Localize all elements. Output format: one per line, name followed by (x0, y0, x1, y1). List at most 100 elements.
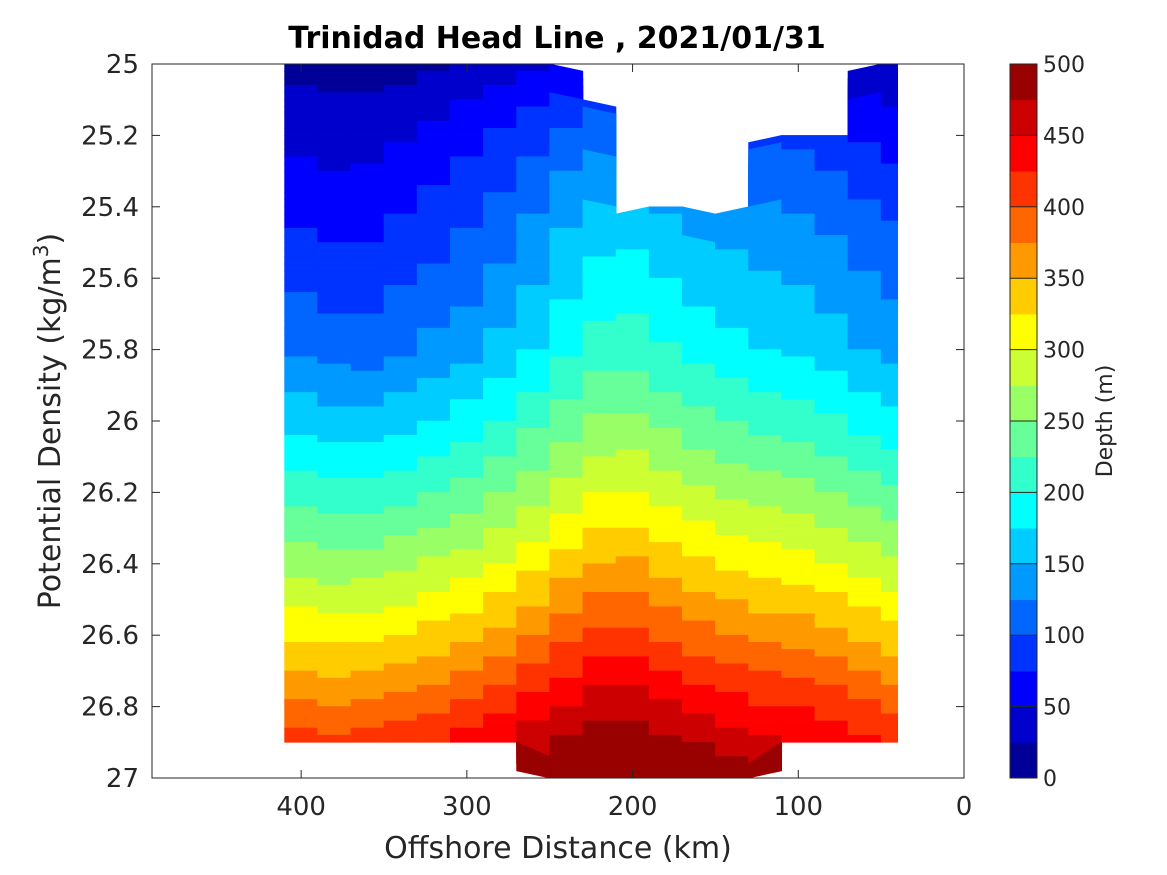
contour-cell (814, 584, 849, 593)
contour-cell (748, 335, 783, 343)
contour-cell (483, 113, 517, 122)
contour-cell (549, 770, 584, 778)
contour-cell (350, 92, 385, 100)
contour-cell (648, 770, 683, 778)
contour-cell (748, 406, 783, 415)
contour-cell (880, 349, 899, 358)
contour-cell (284, 327, 319, 336)
contour-cell (814, 463, 849, 472)
contour-cell (715, 306, 749, 315)
contour-cell (449, 306, 484, 315)
contour-cell (847, 577, 882, 586)
contour-cell (814, 313, 849, 322)
contour-cell (648, 670, 683, 679)
contour-cell (549, 677, 584, 686)
contour-cell (317, 613, 352, 622)
contour-cell (781, 677, 816, 686)
contour-cell (284, 142, 319, 150)
contour-cell (350, 192, 385, 200)
contour-cell (847, 249, 882, 258)
contour-cell (449, 292, 484, 300)
contour-cell (582, 613, 617, 622)
colorbar-tick-label: 350 (1043, 267, 1085, 292)
contour-cell (549, 299, 584, 308)
contour-cell (582, 384, 617, 393)
contour-cell (847, 706, 882, 715)
contour-cell (516, 85, 551, 93)
contour-cell (549, 292, 584, 300)
contour-cell (284, 356, 319, 365)
contour-cell (350, 556, 385, 565)
contour-cell (350, 534, 385, 543)
contour-cell (483, 642, 517, 650)
contour-cell (681, 470, 716, 479)
contour-cell (284, 577, 319, 586)
contour-cell (748, 670, 783, 679)
contour-cell (715, 520, 749, 529)
contour-cell (847, 492, 882, 500)
contour-cell (880, 577, 899, 586)
contour-cell (880, 670, 899, 679)
contour-cell (781, 277, 816, 286)
contour-cell (449, 592, 484, 600)
contour-cell (284, 185, 319, 193)
contour-cell (516, 320, 551, 329)
contour-cell (880, 649, 899, 657)
contour-cell (847, 534, 882, 543)
contour-cell (582, 470, 617, 479)
contour-cell (549, 449, 584, 458)
contour-cell (317, 434, 352, 443)
contour-cell (284, 227, 319, 236)
contour-cell (715, 292, 749, 300)
contour-cell (549, 99, 584, 108)
contour-cell (317, 156, 352, 165)
contour-cell (416, 227, 451, 236)
contour-cell (880, 170, 899, 179)
contour-cell (814, 620, 849, 629)
contour-cell (781, 477, 816, 486)
contour-cell (781, 592, 816, 600)
contour-cell (516, 527, 551, 536)
y-tick-label: 25.4 (81, 193, 139, 223)
contour-cell (284, 177, 319, 186)
contour-cell (416, 349, 451, 358)
contour-cell (880, 306, 899, 315)
contour-cell (284, 163, 319, 172)
contour-cell (781, 384, 816, 393)
contour-cell (383, 227, 418, 236)
contour-cell (648, 277, 683, 286)
chart-title: Trinidad Head Line , 2021/01/31 (288, 21, 825, 56)
contour-cell (648, 242, 683, 250)
contour-cell (615, 720, 650, 729)
contour-cell (615, 727, 650, 736)
contour-cell (814, 542, 849, 550)
y-axis-label-superscript: 3 (29, 244, 53, 257)
contour-cell (748, 741, 783, 778)
contour-cell (284, 634, 319, 643)
contour-cell (383, 670, 418, 679)
depth-contour-field (284, 64, 899, 778)
contour-cell (449, 199, 484, 208)
contour-cell (350, 349, 385, 358)
contour-cell (781, 556, 816, 565)
contour-cell (317, 320, 352, 329)
contour-cell (549, 692, 584, 700)
contour-cell (449, 699, 484, 707)
contour-cell (715, 299, 749, 308)
contour-cell (582, 270, 617, 279)
contour-cell (483, 634, 517, 643)
contour-cell (847, 163, 882, 172)
contour-cell (814, 170, 849, 179)
contour-cell (416, 420, 451, 429)
contour-cell (847, 277, 882, 286)
contour-cell (383, 192, 418, 200)
contour-cell (383, 135, 418, 143)
contour-cell (317, 392, 352, 400)
contour-cell (549, 149, 584, 158)
contour-cell (284, 706, 319, 715)
contour-cell (549, 142, 584, 150)
contour-cell (648, 335, 683, 343)
contour-cell (317, 692, 352, 700)
contour-cell (814, 270, 849, 279)
contour-cell (648, 613, 683, 622)
